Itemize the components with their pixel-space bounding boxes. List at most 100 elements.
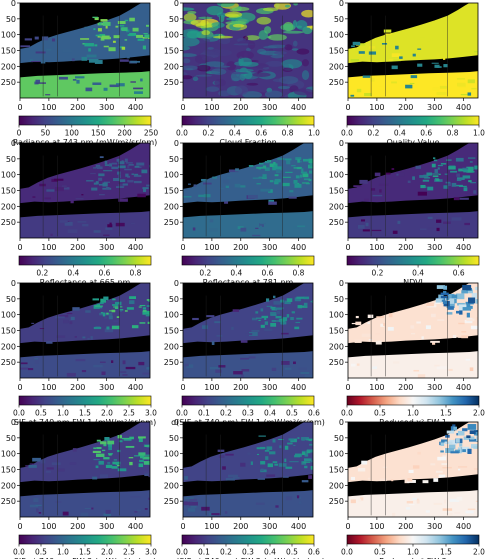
bright-patch <box>121 437 130 440</box>
pixel-patch <box>426 302 434 307</box>
pixel-patch <box>96 453 105 457</box>
pixel-patch <box>228 474 238 478</box>
chi-high-patch <box>475 286 478 291</box>
bright-patch <box>117 464 120 467</box>
bright-patch <box>303 296 310 300</box>
bright-patch <box>455 184 463 187</box>
pixel-patch <box>56 335 66 338</box>
bright-patch <box>288 438 295 441</box>
bright-patch <box>102 182 108 187</box>
colorbar-label: Cloud Fraction <box>219 138 276 147</box>
y-tick-label: 250 <box>329 497 344 506</box>
pixel-patch <box>357 224 365 229</box>
pixel-patch <box>45 94 51 96</box>
pixel-patch <box>259 223 264 227</box>
pixel-patch <box>453 197 460 201</box>
y-tick-label: 100 <box>164 450 179 459</box>
bright-patch <box>260 461 266 465</box>
pixel-patch <box>127 165 130 169</box>
map-image <box>20 283 150 378</box>
pixel-patch <box>75 197 84 200</box>
pixel-patch <box>84 43 94 47</box>
colorbar <box>18 255 152 266</box>
pixel-patch <box>416 498 419 501</box>
pixel-patch <box>445 513 453 516</box>
pixel-patch <box>281 361 290 365</box>
colorbar-tick-label: 0.0 <box>13 548 25 557</box>
pixel-patch <box>241 369 250 372</box>
cloud-cell <box>216 3 235 8</box>
pixel-patch <box>225 453 234 456</box>
chi-high-patch <box>465 289 473 294</box>
cloud-cell <box>256 16 272 25</box>
bright-patch <box>284 158 292 161</box>
y-tick-label: 0 <box>174 418 179 427</box>
pixel-patch <box>76 79 80 84</box>
bright-patch <box>113 35 120 39</box>
x-tick-label: 0 <box>345 522 350 531</box>
bright-patch <box>124 158 128 163</box>
quality-patch <box>381 43 388 45</box>
cloud-cell <box>226 61 237 71</box>
y-tick-label: 0 <box>174 279 179 288</box>
pixel-patch <box>415 165 422 169</box>
bright-patch <box>100 39 104 41</box>
y-tick-label: 250 <box>329 358 344 367</box>
pixel-patch <box>460 94 468 96</box>
pixel-patch <box>367 477 371 480</box>
pixel-patch <box>372 366 378 369</box>
bright-patch <box>93 447 97 450</box>
pixel-patch <box>127 180 134 183</box>
colorbar-tick-label: 0.5 <box>35 409 47 418</box>
colorbar-tick-label: 0.5 <box>374 548 386 557</box>
colorbar-tick-label: 3.0 <box>145 409 157 418</box>
colorbar-tick-label: 200 <box>117 129 132 138</box>
pixel-patch <box>129 300 135 305</box>
pixel-patch <box>211 513 220 516</box>
x-tick-label: 0 <box>17 243 22 252</box>
bright-patch <box>118 25 125 27</box>
bright-patch <box>146 305 150 307</box>
pixel-patch <box>142 372 150 375</box>
pixel-patch <box>276 310 281 315</box>
chi-high-patch <box>459 443 463 447</box>
y-tick-label: 50 <box>334 155 344 164</box>
bright-patch <box>450 170 458 173</box>
bright-patch <box>139 459 144 463</box>
pixel-patch <box>84 26 93 29</box>
bright-patch <box>271 308 277 311</box>
bright-patch <box>296 296 305 299</box>
pixel-patch <box>146 367 150 370</box>
pixel-patch <box>368 46 376 49</box>
cloud-cell <box>292 19 298 28</box>
pixel-patch <box>443 221 451 224</box>
pixel-patch <box>367 314 374 319</box>
bright-patch <box>132 27 139 32</box>
quality-patch <box>352 41 361 46</box>
bright-patch <box>142 187 149 190</box>
bright-patch <box>274 174 279 177</box>
quality-patch <box>412 53 416 57</box>
pixel-patch <box>360 219 366 222</box>
pixel-patch <box>103 513 112 516</box>
pixel-patch <box>103 87 108 91</box>
bright-patch <box>111 162 118 165</box>
pixel-patch <box>304 453 309 457</box>
cloud-cell <box>301 59 310 67</box>
pixel-patch <box>456 496 463 501</box>
bright-patch <box>139 322 146 324</box>
bright-patch <box>142 307 147 310</box>
y-tick-label: 100 <box>329 171 344 180</box>
bright-patch <box>95 465 99 469</box>
bright-patch <box>144 34 150 38</box>
land-europe <box>20 3 150 64</box>
pixel-patch <box>88 48 91 52</box>
pixel-patch <box>245 333 253 336</box>
pixel-patch <box>248 332 258 337</box>
quality-patch <box>395 45 399 50</box>
bright-patch <box>282 182 290 187</box>
pixel-patch <box>350 499 356 504</box>
colorbar-tick-label: 1.0 <box>57 409 69 418</box>
cloud-cell <box>183 58 191 64</box>
pixel-patch <box>437 319 445 321</box>
